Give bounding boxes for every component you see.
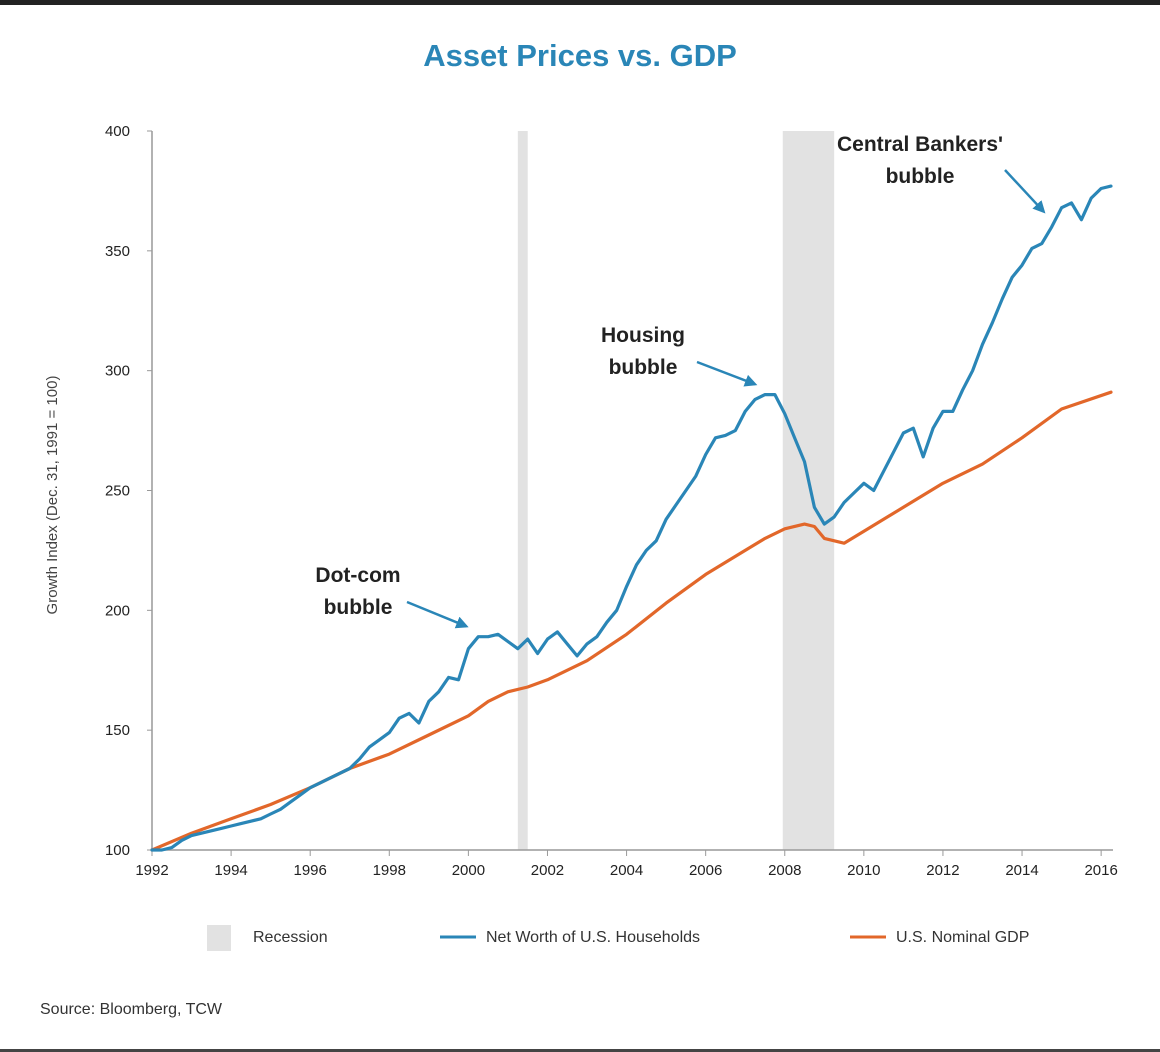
series-line-gdp bbox=[150, 390, 1113, 852]
legend-recession-swatch bbox=[207, 925, 231, 951]
y-tick-label: 400 bbox=[105, 123, 130, 140]
annotation-arrow bbox=[1004, 169, 1046, 214]
x-tick-label: 2014 bbox=[1005, 862, 1038, 879]
y-tick-label: 100 bbox=[105, 842, 130, 859]
x-tick-label: 2016 bbox=[1084, 862, 1117, 879]
x-tick-label: 2000 bbox=[452, 862, 485, 879]
annotation-text: Housing bbox=[601, 324, 685, 347]
annotations: Dot-com bubble Housing bubble Central Banker… bbox=[315, 133, 1046, 629]
annotation-arrow bbox=[696, 360, 758, 387]
annotation-text: bubble bbox=[886, 165, 955, 188]
recession-band bbox=[517, 131, 528, 850]
y-tick-label: 300 bbox=[105, 363, 130, 380]
annotation-text: Central Bankers' bbox=[837, 133, 1003, 156]
series-lines bbox=[150, 184, 1113, 852]
legend-label-recession: Recession bbox=[253, 929, 328, 946]
y-tick-label: 250 bbox=[105, 483, 130, 500]
y-tick-label: 350 bbox=[105, 243, 130, 260]
x-tick-label: 2004 bbox=[610, 862, 643, 879]
x-tick-label: 2008 bbox=[768, 862, 801, 879]
x-tick-label: 2002 bbox=[531, 862, 564, 879]
x-tick-label: 1992 bbox=[135, 862, 168, 879]
x-tick-labels: 1992 1994 1996 1998 2000 2002 2004 2006 2008 2010… bbox=[135, 850, 1118, 879]
annotation-text: bubble bbox=[324, 596, 393, 619]
x-tick-label: 2010 bbox=[847, 862, 880, 879]
x-tick-label: 2012 bbox=[926, 862, 959, 879]
x-tick-label: 2006 bbox=[689, 862, 722, 879]
annotation-text: bubble bbox=[609, 356, 678, 379]
x-tick-label: 1994 bbox=[214, 862, 247, 879]
chart-title: Asset Prices vs. GDP bbox=[423, 38, 737, 73]
x-tick-label: 1996 bbox=[294, 862, 327, 879]
axes bbox=[151, 131, 1113, 851]
y-tick-label: 200 bbox=[105, 602, 130, 619]
legend: Recession Net Worth of U.S. Households U… bbox=[207, 925, 1029, 951]
legend-label-networth: Net Worth of U.S. Households bbox=[486, 929, 700, 946]
series-line-net-worth bbox=[150, 184, 1113, 852]
source-note: Source: Bloomberg, TCW bbox=[40, 1001, 222, 1018]
y-axis-label: Growth Index (Dec. 31, 1991 = 100) bbox=[44, 376, 61, 615]
y-tick-labels: 100 150 200 250 300 350 400 bbox=[105, 123, 152, 859]
y-tick-label: 150 bbox=[105, 722, 130, 739]
annotation-text: Dot-com bbox=[315, 564, 400, 587]
annotation-arrow bbox=[406, 600, 469, 629]
recession-bands bbox=[517, 131, 835, 850]
legend-label-gdp: U.S. Nominal GDP bbox=[896, 929, 1029, 946]
x-tick-label: 1998 bbox=[373, 862, 406, 879]
recession-band bbox=[782, 131, 835, 850]
